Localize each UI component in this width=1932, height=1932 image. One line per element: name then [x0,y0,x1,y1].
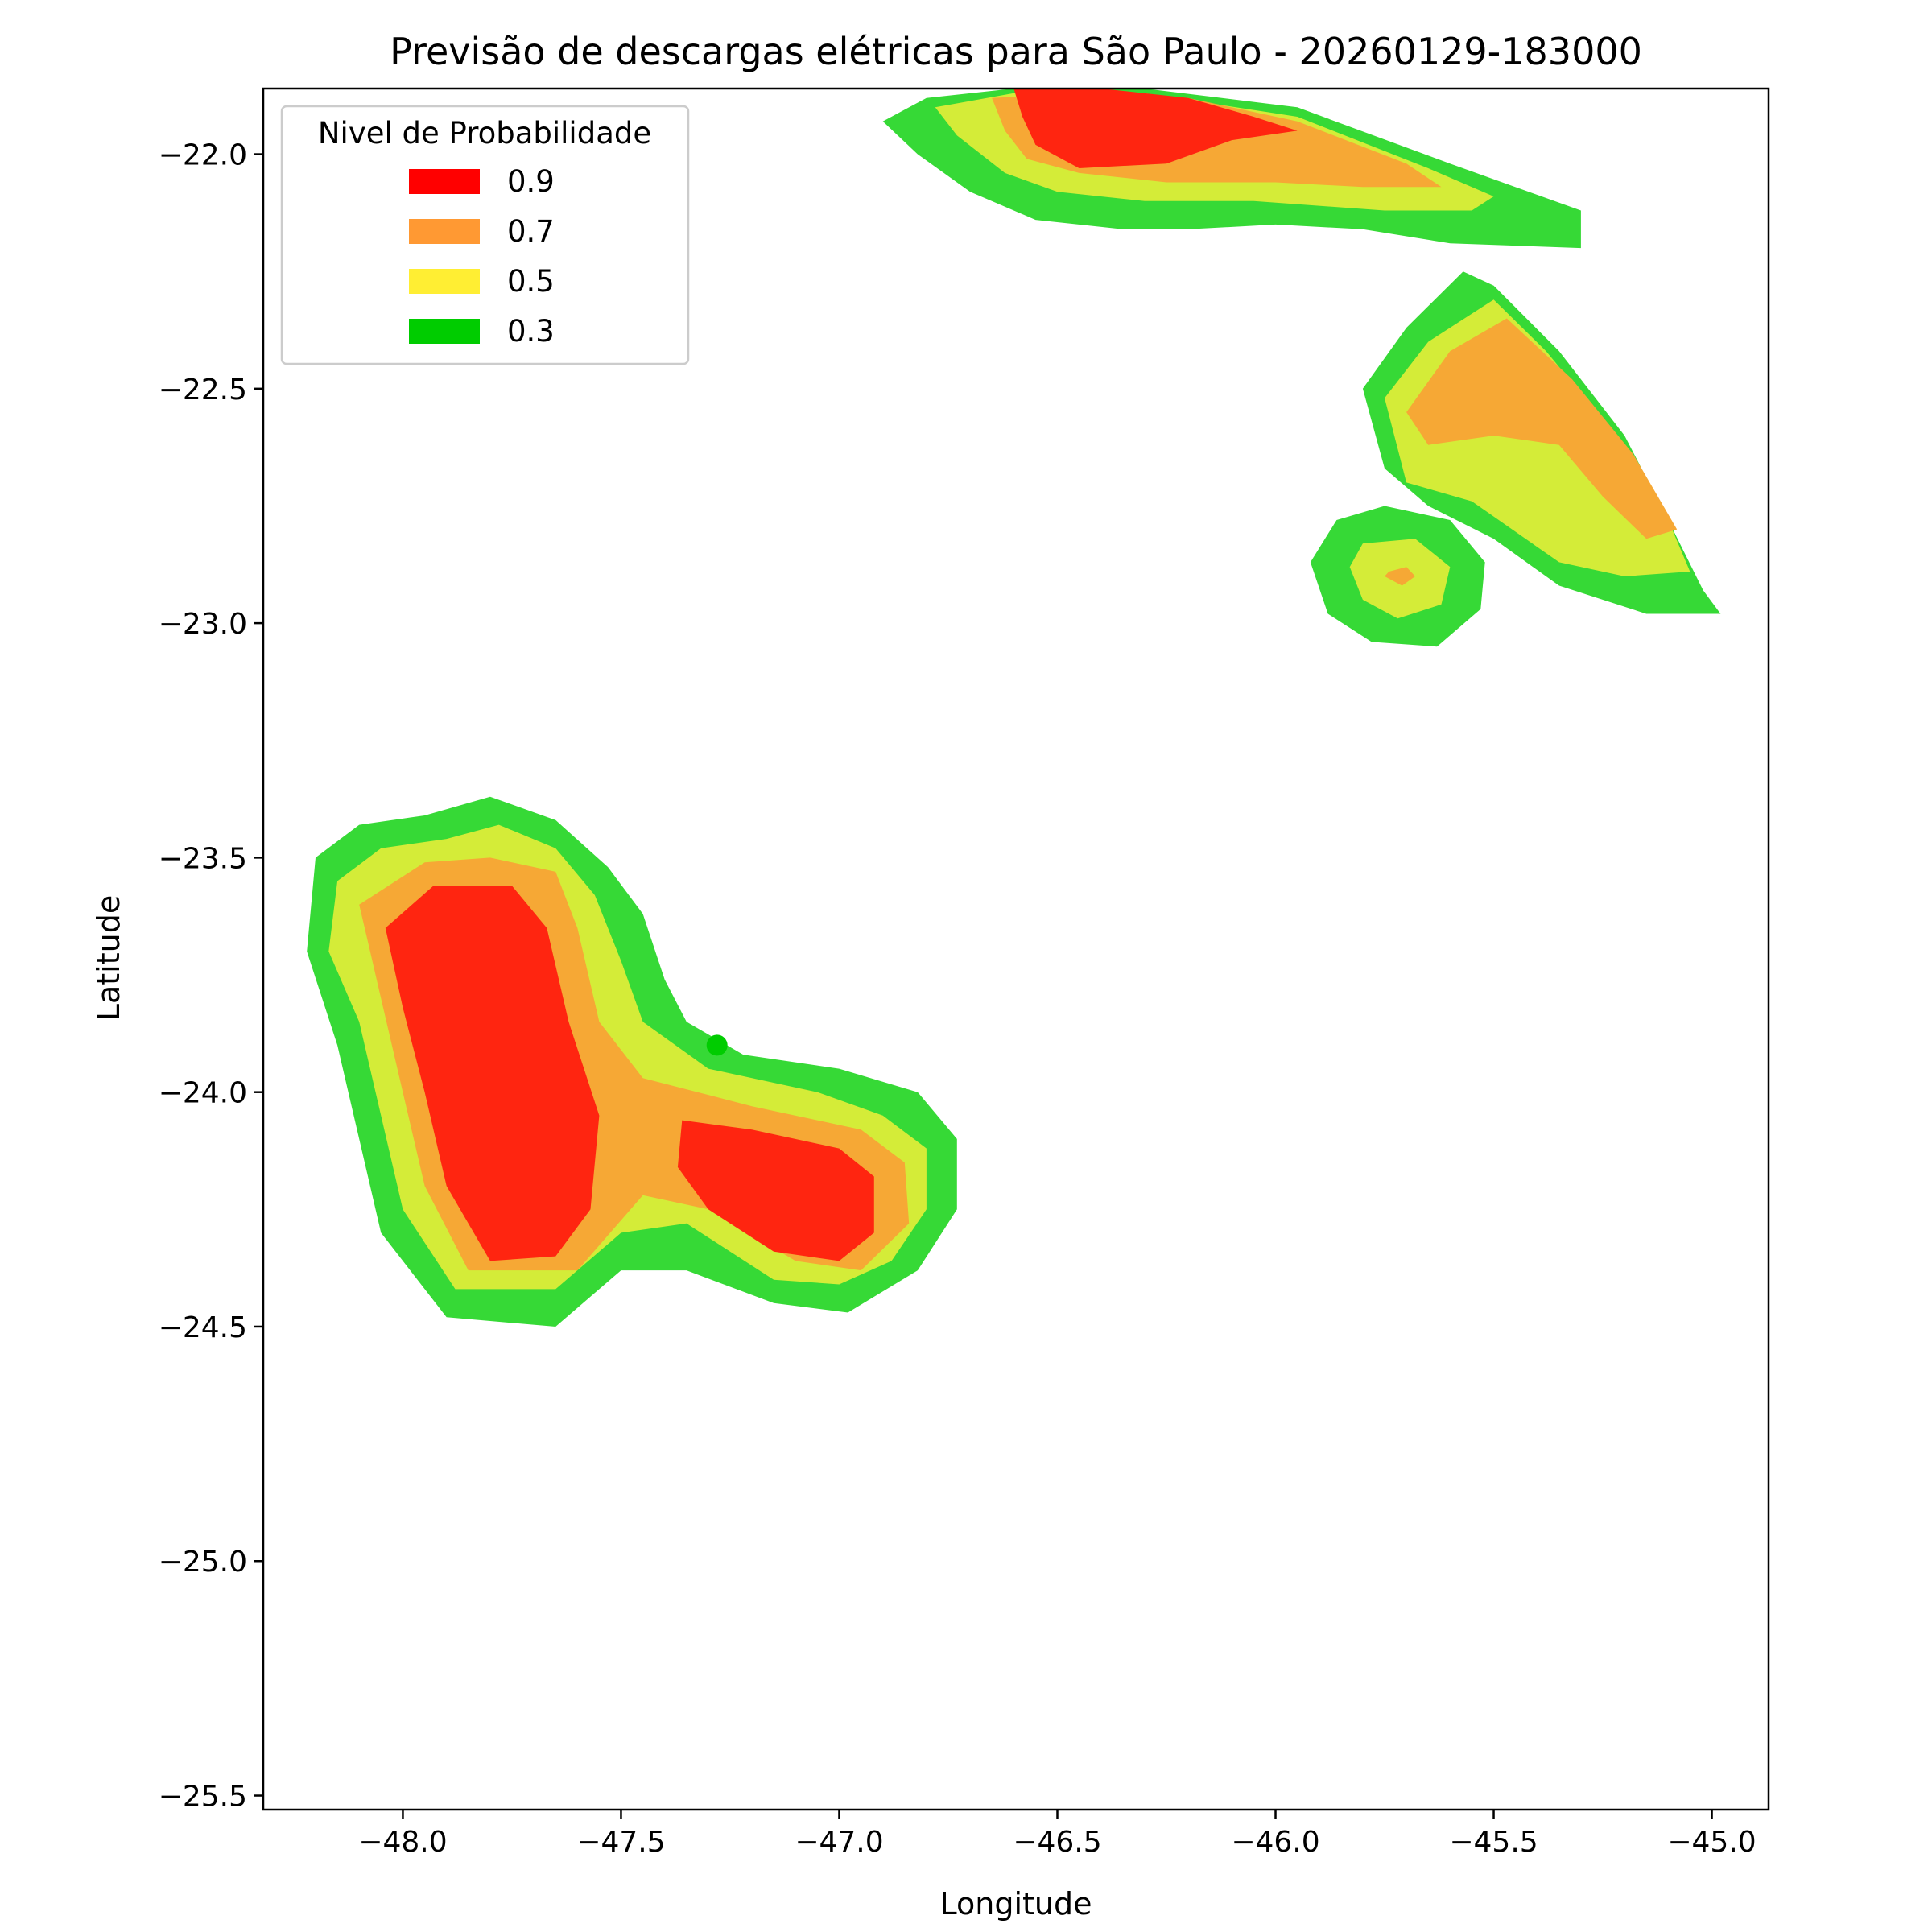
legend-box [280,105,690,365]
x-tick-label: −47.0 [795,1826,883,1859]
contour-north-cell-level-0.9 [1013,89,1298,168]
y-tick-label: −25.0 [159,1546,247,1579]
legend-swatch-0.5 [409,269,480,294]
legend-label-0.3: 0.3 [507,314,555,349]
x-tick-label: −45.0 [1667,1826,1756,1859]
legend-swatch-0.3 [409,319,480,344]
y-axis-title: Latitude [91,895,126,1021]
marker-point-0 [706,1034,728,1056]
y-tick-label: −22.5 [159,374,247,407]
contour-southwest-cell-level-0.9 [385,886,600,1261]
legend: Nivel de Probabilidade 0.9 0.7 0.5 0.3 [280,105,690,365]
y-tick-label: −23.5 [159,842,247,875]
contour-east-cell-level-0.7 [1406,318,1678,539]
y-tick-label: −24.0 [159,1077,247,1110]
x-tick-label: −45.5 [1449,1826,1538,1859]
legend-label-0.5: 0.5 [507,264,555,299]
plot-area [307,89,1721,1327]
contour-region-east-cell [1362,271,1721,614]
x-tick-label: −48.0 [358,1826,447,1859]
legend-label-0.9: 0.9 [507,164,555,199]
contour-region-small-cell [1310,506,1485,647]
contour-small-cell-level-0.7 [1385,567,1415,586]
contour-region-southwest-cell [307,796,957,1327]
x-tick-label: −46.5 [1013,1826,1101,1859]
legend-entries: 0.9 0.7 0.5 0.3 [409,164,555,349]
y-tick-label: −25.5 [159,1781,247,1814]
y-tick-label: −23.0 [159,608,247,641]
contour-region-north-cell [882,89,1581,249]
x-axis-title: Longitude [940,1886,1092,1922]
legend-swatch-0.9 [409,169,480,194]
x-axis: −48.0 −47.5 −47.0 −46.5 −46.0 −45.5 −45.0 [358,1810,1757,1859]
y-tick-label: −24.5 [159,1311,247,1344]
y-axis: −22.0 −22.5 −23.0 −23.5 −24.0 −24.5 −25.0 −25.5 [159,139,263,1814]
x-tick-label: −47.5 [576,1826,665,1859]
legend-title: Nivel de Probabilidade [318,116,651,151]
contour-southwest-cell-level-0.9 [677,1120,874,1261]
y-tick-label: −22.0 [159,139,247,172]
plot-frame [262,87,1770,1811]
legend-swatch-0.7 [409,219,480,244]
x-tick-label: −46.0 [1231,1826,1319,1859]
chart-title: Previsão de descargas elétricas para São… [390,30,1642,73]
legend-label-0.7: 0.7 [507,214,555,249]
